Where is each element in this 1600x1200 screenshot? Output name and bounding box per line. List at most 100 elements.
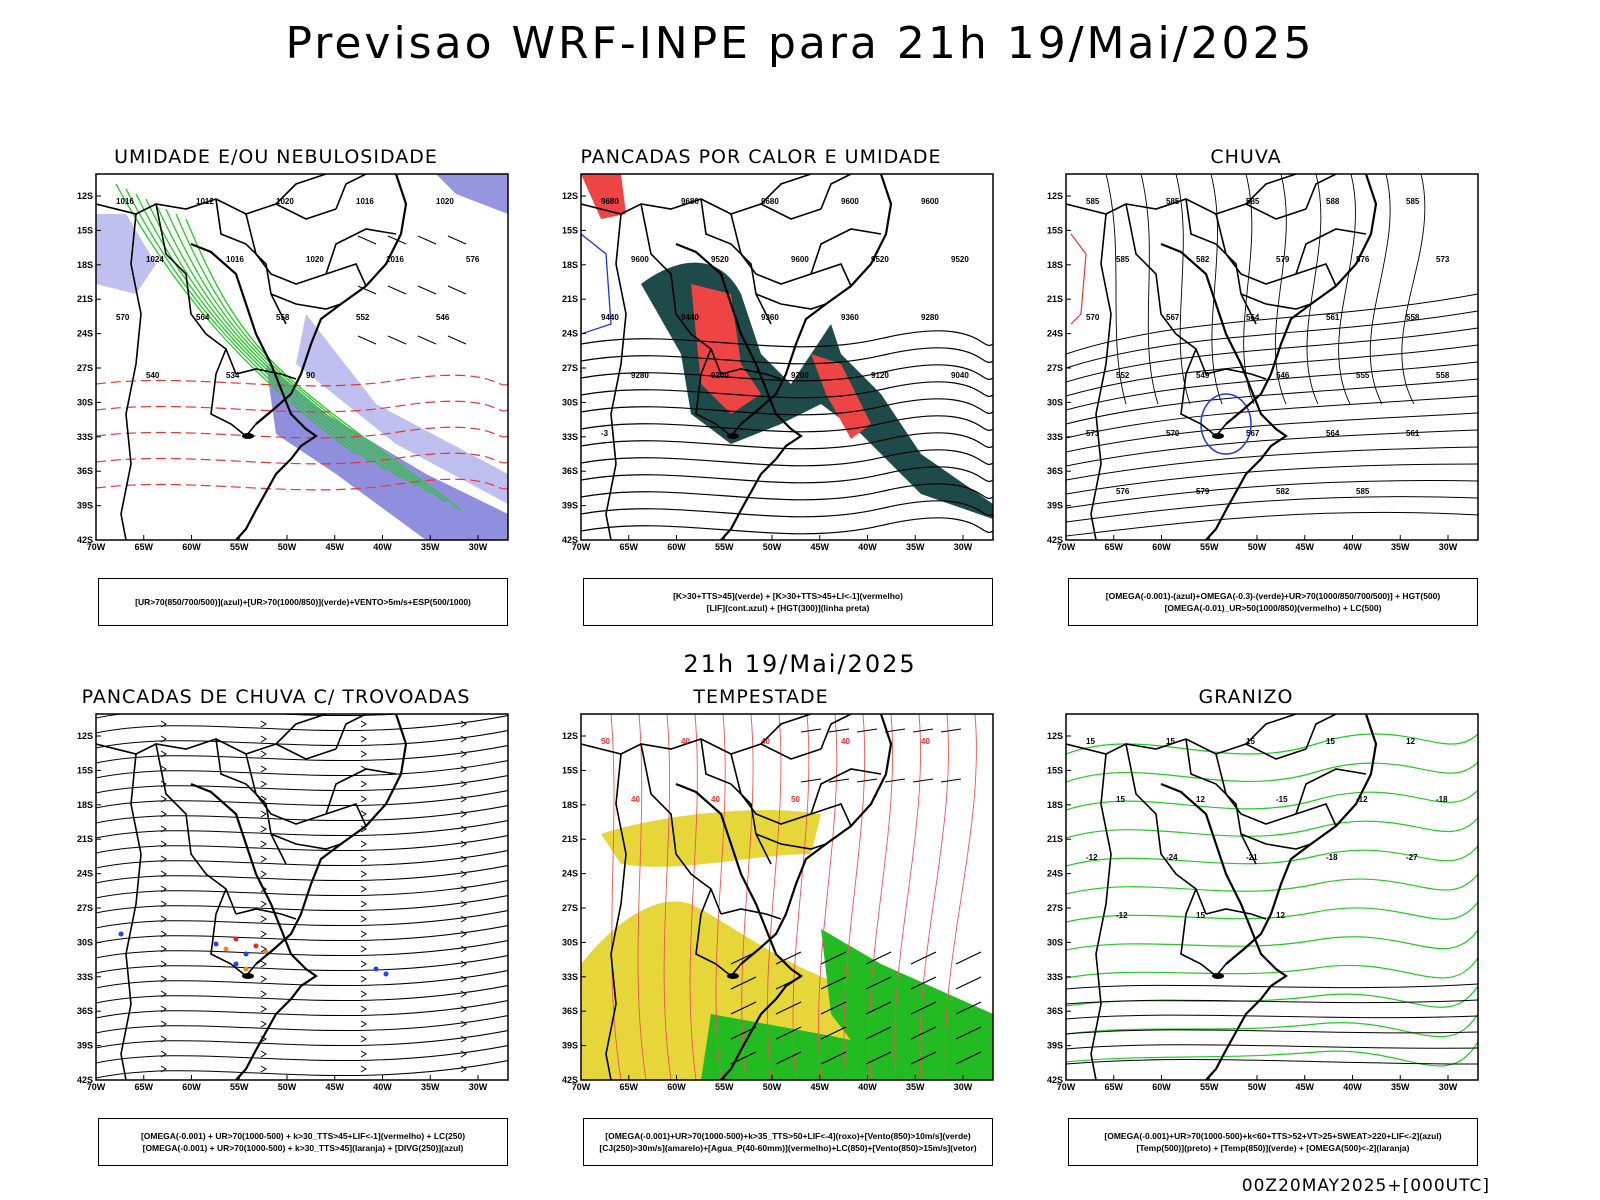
lagoon xyxy=(727,973,739,979)
lat-tick-label: 42S xyxy=(1047,535,1063,545)
streamline-arrow xyxy=(360,780,367,788)
contour-label: -18 xyxy=(1326,853,1338,862)
wind-vector xyxy=(357,335,377,345)
contour-line xyxy=(581,398,993,416)
streamline-arrow xyxy=(260,1050,267,1058)
lon-tick-label: 40W xyxy=(858,542,877,552)
lat-tick-label: 27S xyxy=(562,903,578,913)
wind-vector xyxy=(865,1001,892,1015)
contour-label: 9440 xyxy=(601,313,619,322)
thunder-red xyxy=(233,936,239,942)
lc-contour xyxy=(894,714,921,1080)
lon-tick-label: 60W xyxy=(182,542,201,552)
streamline xyxy=(1274,174,1287,405)
contour-line xyxy=(581,381,993,399)
contour-label: 9600 xyxy=(631,255,649,264)
streamline-arrow xyxy=(160,990,167,998)
lat-tick-label: 18S xyxy=(1047,260,1063,270)
wind-vector xyxy=(884,728,906,733)
wind-vector xyxy=(387,335,407,345)
lc-contour xyxy=(944,714,977,1080)
streamline xyxy=(1338,174,1356,405)
green-contour xyxy=(115,183,357,455)
wind-vector xyxy=(775,1051,802,1065)
wind-vector xyxy=(910,1001,937,1015)
contour-line xyxy=(581,364,993,382)
lagoon xyxy=(242,973,254,979)
lat-tick-label: 15S xyxy=(562,765,578,775)
lat-tick-label: 30S xyxy=(562,937,578,947)
coastline xyxy=(255,714,408,965)
state-border xyxy=(760,714,812,745)
wind-vector xyxy=(417,285,437,295)
wind-vector xyxy=(856,778,878,783)
wind-vector xyxy=(730,1001,757,1015)
panel-title: UMIDADE E/OU NEBULOSIDADE xyxy=(114,146,438,168)
streamline-arrow xyxy=(461,1081,466,1087)
streamline xyxy=(1175,174,1191,405)
lat-tick-label: 36S xyxy=(562,1006,578,1016)
lon-tick-label: 35W xyxy=(906,542,925,552)
wind-vector xyxy=(910,1051,937,1065)
state-border xyxy=(1185,738,1257,865)
contour-label: 534 xyxy=(226,371,240,380)
contour-label: 9360 xyxy=(841,313,859,322)
lon-tick-label: 70W xyxy=(572,1082,591,1092)
rain-red xyxy=(1070,233,1087,325)
lagoon xyxy=(727,433,739,439)
lat-tick-label: 15S xyxy=(77,765,93,775)
green-contour xyxy=(165,208,432,495)
hgt-contour xyxy=(1066,344,1478,397)
state-border xyxy=(755,293,827,310)
streamline xyxy=(1210,174,1223,405)
streamline-arrow xyxy=(160,780,167,788)
streamline xyxy=(96,939,508,959)
streamline-arrow xyxy=(460,975,467,983)
lon-tick-label: 70W xyxy=(1057,542,1076,552)
lon-tick-label: 60W xyxy=(1152,542,1171,552)
lon-tick-label: 30W xyxy=(954,1082,973,1092)
streamline xyxy=(96,834,508,854)
contour-label: 9520 xyxy=(951,255,969,264)
lat-tick-label: 33S xyxy=(562,432,578,442)
streamline-arrow xyxy=(360,810,367,818)
legend-line: [Temp(500)](preto) + [Temp(850)](verde) … xyxy=(1136,1143,1410,1153)
lat-tick-label: 12S xyxy=(77,731,93,741)
temp500-contour xyxy=(1066,1044,1478,1050)
lon-tick-label: 50W xyxy=(278,542,297,552)
streamline-arrow xyxy=(360,855,367,863)
state-border xyxy=(270,833,342,850)
lat-tick-label: 30S xyxy=(562,397,578,407)
lon-tick-label: 50W xyxy=(278,1082,297,1092)
lat-tick-label: 39S xyxy=(562,1041,578,1051)
streamline-arrow xyxy=(360,1005,367,1013)
wind-vector xyxy=(820,1051,847,1065)
lat-tick-label: 39S xyxy=(77,1041,93,1051)
humidity-shade-blue xyxy=(436,174,508,214)
map-umidade: 1016 1012 1020 1016 1020 1024 1016 1020 1016 576 5… xyxy=(77,173,509,552)
contour-label: 546 xyxy=(436,313,450,322)
lat-tick-label: 15S xyxy=(562,225,578,235)
temp850-contour xyxy=(1066,1041,1478,1067)
state-border xyxy=(120,753,142,1080)
contour-label: 579 xyxy=(1196,487,1210,496)
state-border xyxy=(325,768,397,815)
streamline-arrow xyxy=(260,825,267,833)
legend-line: [OMEGA(-0.001)+UR>70(1000-500)+k<60+TTS>… xyxy=(1104,1131,1442,1141)
streamline-arrow xyxy=(260,930,267,938)
contour-line xyxy=(581,466,993,484)
wind-vector xyxy=(730,976,757,990)
wind-vector xyxy=(775,1001,802,1015)
streamline xyxy=(96,789,508,809)
streamline-arrow xyxy=(460,900,467,908)
lon-tick-label: 60W xyxy=(667,542,686,552)
lat-tick-label: 39S xyxy=(77,501,93,511)
map-layers xyxy=(96,714,508,1087)
contour-label: 1020 xyxy=(436,197,454,206)
streamline-arrow xyxy=(260,1065,267,1073)
state-border xyxy=(335,714,367,750)
lat-tick-label: 24S xyxy=(1047,869,1063,879)
streamline xyxy=(1401,174,1426,405)
